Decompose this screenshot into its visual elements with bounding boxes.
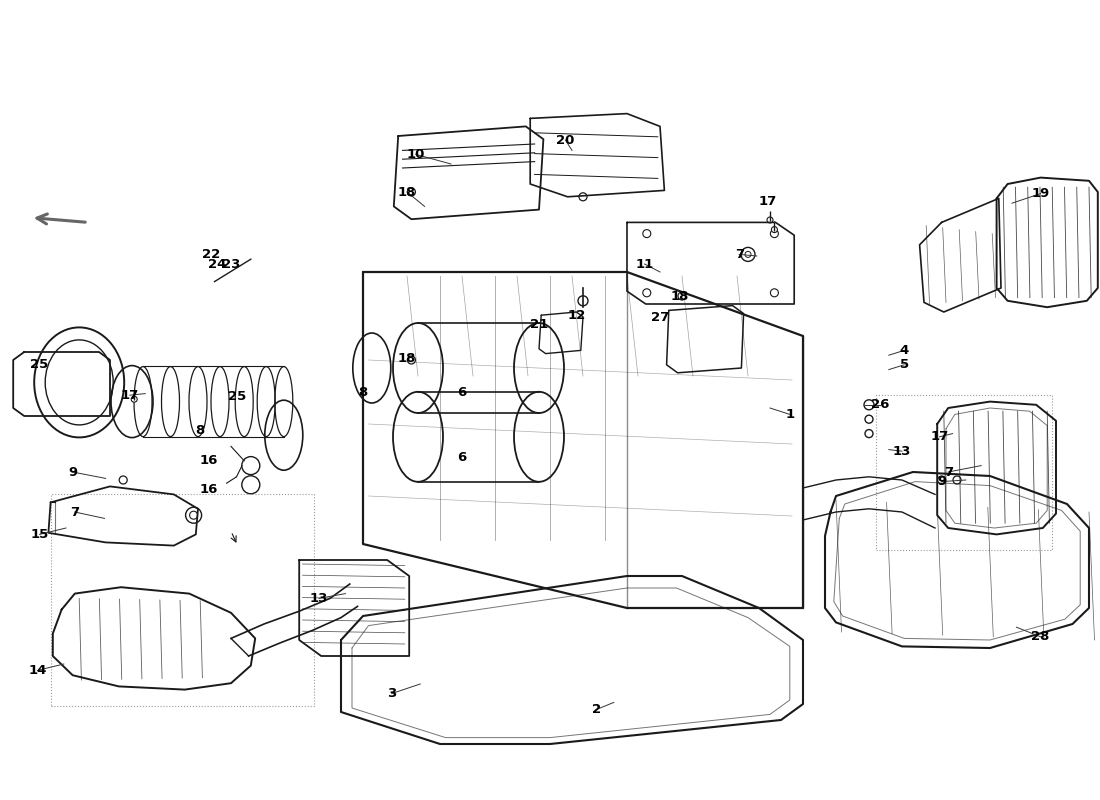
Text: 3: 3: [387, 687, 396, 700]
Text: 20: 20: [557, 134, 574, 146]
Text: 25: 25: [31, 358, 48, 370]
Circle shape: [771, 226, 778, 233]
Text: 16: 16: [200, 454, 218, 467]
Text: 18: 18: [398, 186, 416, 198]
Text: 4: 4: [900, 344, 909, 357]
Text: 14: 14: [29, 664, 46, 677]
Text: 12: 12: [568, 309, 585, 322]
Text: 17: 17: [759, 195, 777, 208]
Text: 8: 8: [359, 386, 367, 398]
Text: 18: 18: [398, 352, 416, 365]
Circle shape: [864, 400, 874, 410]
Text: 11: 11: [636, 258, 653, 270]
Circle shape: [131, 396, 138, 402]
Text: 6: 6: [458, 451, 466, 464]
Text: 9: 9: [68, 466, 77, 478]
Bar: [876, 395, 1052, 550]
Text: 22: 22: [202, 248, 220, 261]
Text: 13: 13: [310, 592, 328, 605]
Bar: [51, 494, 314, 706]
Text: 5: 5: [900, 358, 909, 371]
Text: 16: 16: [200, 483, 218, 496]
Text: 25: 25: [229, 390, 246, 403]
Text: 13: 13: [893, 445, 911, 458]
Text: 24: 24: [208, 258, 226, 270]
Text: 17: 17: [121, 389, 139, 402]
Text: 7: 7: [944, 466, 953, 478]
Text: 15: 15: [31, 528, 48, 541]
Text: 6: 6: [458, 386, 466, 398]
Circle shape: [865, 415, 873, 423]
Circle shape: [767, 217, 773, 223]
Text: 17: 17: [931, 430, 948, 443]
Text: 1: 1: [785, 408, 794, 421]
Text: 8: 8: [196, 424, 205, 437]
Text: 23: 23: [222, 258, 240, 270]
Text: 28: 28: [1032, 630, 1049, 643]
Text: 18: 18: [671, 290, 689, 303]
Text: 27: 27: [651, 311, 669, 324]
Text: 21: 21: [530, 318, 548, 331]
Text: 2: 2: [592, 703, 601, 716]
Text: 9: 9: [937, 475, 946, 488]
Text: 7: 7: [735, 248, 744, 261]
Text: 26: 26: [871, 398, 889, 411]
Text: 7: 7: [70, 506, 79, 518]
Text: 10: 10: [407, 148, 425, 161]
Circle shape: [865, 430, 873, 438]
Text: 19: 19: [1032, 187, 1049, 200]
